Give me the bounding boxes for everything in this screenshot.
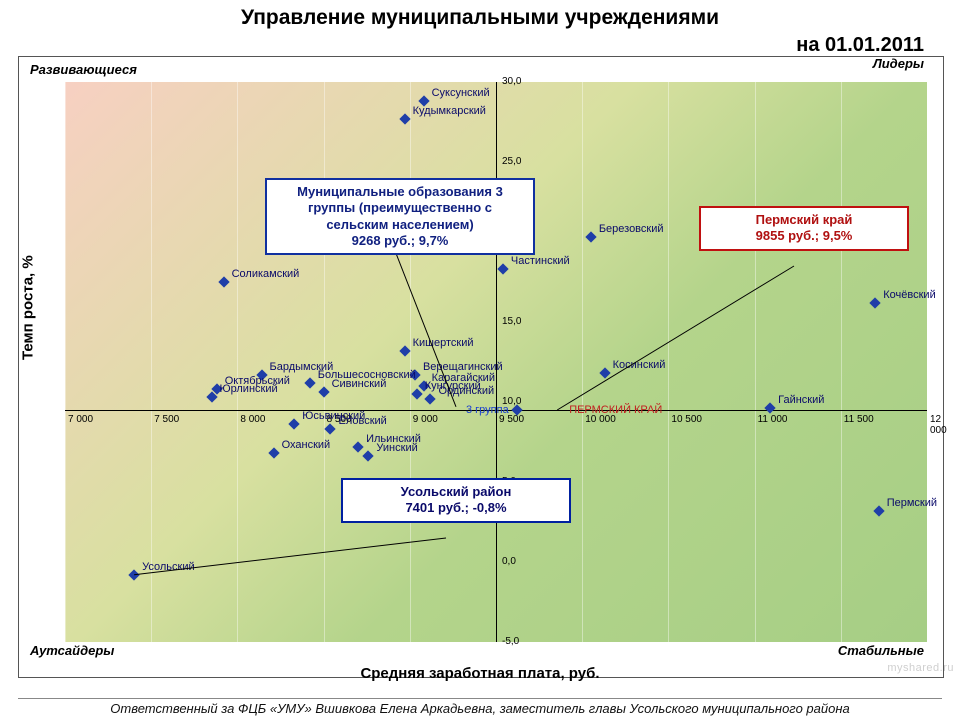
data-point — [764, 403, 775, 414]
data-point-label: Пермский — [887, 497, 937, 509]
data-point — [399, 113, 410, 124]
data-point-label: Верещагинский — [423, 361, 503, 373]
x-tick: 11 500 — [844, 414, 874, 425]
x-tick: 9 000 — [413, 414, 438, 425]
special-label: 3 группа — [466, 404, 509, 416]
data-point — [218, 276, 229, 287]
x-tick: 10 500 — [671, 414, 702, 425]
data-point-label: Усольский — [142, 561, 195, 573]
corner-leaders: Лидеры — [873, 56, 924, 71]
corner-developing: Развивающиеся — [30, 62, 137, 77]
y-tick: -5,0 — [502, 636, 519, 647]
data-point — [268, 448, 279, 459]
data-point — [411, 388, 422, 399]
data-point — [325, 424, 336, 435]
data-point — [289, 419, 300, 430]
y-tick: 0,0 — [502, 556, 516, 567]
data-point — [425, 393, 436, 404]
data-point-label: Кишертский — [413, 337, 474, 349]
as-of-date: на 01.01.2011 — [796, 34, 924, 57]
watermark: myshared.ru — [887, 662, 954, 674]
x-tick: 12 000 — [930, 414, 947, 436]
data-point-label: Оханский — [282, 439, 331, 451]
data-point-label: Кудымкарский — [413, 105, 486, 117]
data-point — [599, 368, 610, 379]
x-tick: 7 500 — [154, 414, 179, 425]
data-point — [352, 441, 363, 452]
x-tick: 7 000 — [68, 414, 93, 425]
data-point-label: Еловский — [338, 415, 386, 427]
y-axis-label: Темп роста, % — [20, 255, 37, 360]
callout-perm: Пермский край9855 руб.; 9,5% — [699, 206, 909, 251]
corner-stable: Стабильные — [838, 643, 924, 658]
data-point-label: Косинский — [613, 359, 666, 371]
data-point-label: Березовский — [599, 223, 664, 235]
x-tick: 8 000 — [240, 414, 265, 425]
data-point-label: Кочёвский — [883, 289, 935, 301]
data-point-label: Сивинский — [332, 378, 387, 390]
callout-group3: Муниципальные образования 3группы (преим… — [265, 178, 535, 255]
x-tick: 11 000 — [758, 414, 788, 425]
y-tick: 15,0 — [502, 316, 521, 327]
callout-usol: Усольский район7401 руб.; -0,8% — [341, 478, 571, 523]
data-point-label: Октябрьский — [225, 375, 290, 387]
x-axis-label: Средняя заработная плата, руб. — [0, 665, 960, 682]
data-point — [870, 297, 881, 308]
scatter-plot: 7 0007 5008 0008 5009 0009 50010 00010 5… — [65, 82, 927, 642]
corner-outsiders: Аутсайдеры — [30, 643, 114, 658]
data-point-label: Гайнский — [778, 394, 824, 406]
data-point — [128, 569, 139, 580]
page: Управление муниципальными учреждениями н… — [0, 0, 960, 720]
y-tick: 25,0 — [502, 156, 521, 167]
data-point-label: Частинский — [511, 255, 570, 267]
data-point — [585, 232, 596, 243]
y-tick: 30,0 — [502, 76, 521, 87]
data-point-label: Суксунский — [432, 87, 490, 99]
data-point — [318, 387, 329, 398]
data-point-label: Ординский — [438, 385, 494, 397]
footer-credit: Ответственный за ФЦБ «УМУ» Вшивкова Елен… — [18, 698, 942, 716]
special-label: ПЕРМСКИЙ КРАЙ — [569, 404, 662, 416]
data-point — [399, 345, 410, 356]
data-point-label: Соликамский — [232, 268, 300, 280]
data-point-label: Уинский — [376, 442, 417, 454]
data-point — [497, 264, 508, 275]
data-point — [304, 377, 315, 388]
data-point — [363, 451, 374, 462]
data-point — [873, 505, 884, 516]
chart-title: Управление муниципальными учреждениями — [0, 6, 960, 30]
